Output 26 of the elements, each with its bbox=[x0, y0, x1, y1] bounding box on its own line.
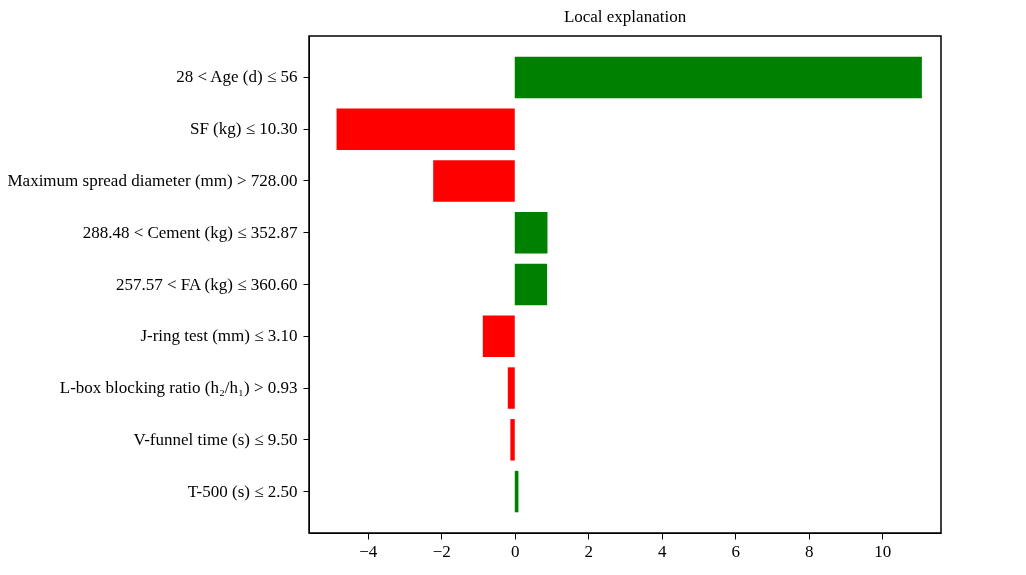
y-tick-label: 28 < Age (d) ≤ 56 bbox=[176, 67, 298, 87]
y-tick-label: L-box blocking ratio (h₂/h₁) > 0.93 bbox=[59, 378, 298, 398]
y-tick-label: J-ring test (mm) ≤ 3.10 bbox=[140, 326, 298, 346]
y-tick-label: SF (kg) ≤ 10.30 bbox=[189, 119, 298, 139]
x-tick-label: 4 bbox=[657, 541, 667, 561]
y-tick-label: Maximum spread diameter (mm) > 728.00 bbox=[7, 170, 298, 190]
y-tick-label: 288.48 < Cement (kg) ≤ 352.87 bbox=[82, 222, 298, 242]
bar bbox=[336, 108, 515, 150]
x-tick-label: −2 bbox=[432, 541, 451, 561]
x-tick-label: 0 bbox=[511, 541, 520, 561]
x-tick-label: −4 bbox=[359, 541, 378, 561]
x-tick-label: 8 bbox=[804, 541, 814, 561]
bar bbox=[514, 263, 548, 306]
bar bbox=[482, 315, 515, 357]
y-tick-label: 257.57 < FA (kg) ≤ 360.60 bbox=[115, 274, 298, 294]
bar bbox=[514, 56, 922, 99]
x-tick-label: 10 bbox=[874, 541, 892, 561]
x-tick-label: 6 bbox=[731, 541, 740, 561]
bar bbox=[510, 419, 515, 461]
bar bbox=[433, 160, 515, 202]
chart-title: Local explanation bbox=[563, 7, 687, 26]
bar bbox=[514, 212, 548, 254]
bar bbox=[507, 367, 515, 409]
x-tick-label: 2 bbox=[584, 541, 594, 561]
y-tick-label: T-500 (s) ≤ 2.50 bbox=[187, 481, 298, 501]
y-tick-label: V-funnel time (s) ≤ 9.50 bbox=[133, 429, 298, 449]
